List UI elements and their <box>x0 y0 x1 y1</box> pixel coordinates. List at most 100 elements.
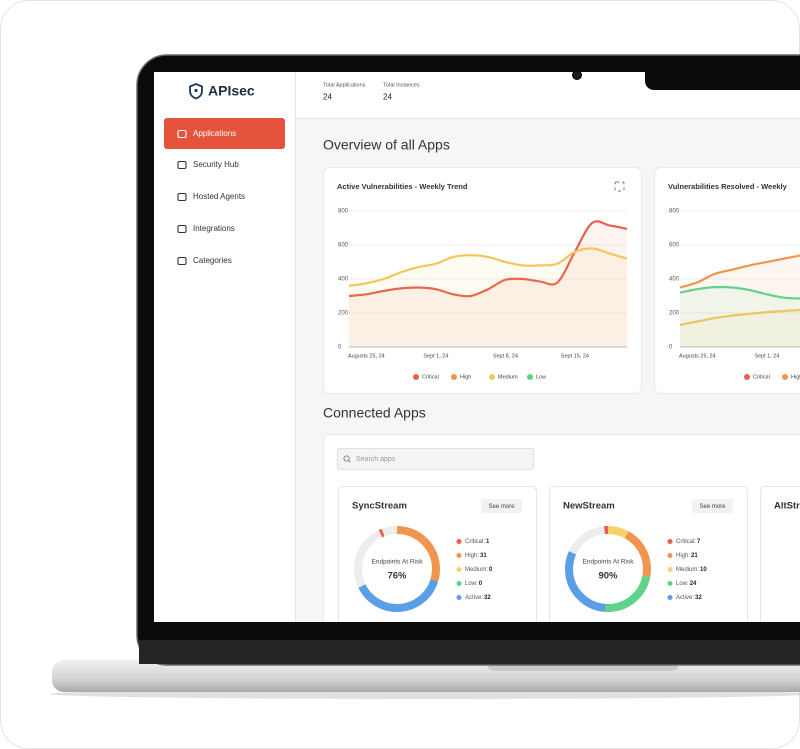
breakdown-swatch <box>456 553 462 558</box>
line <box>679 285 800 300</box>
search-box[interactable] <box>337 448 534 470</box>
donut-segment <box>354 526 440 612</box>
donut-segment <box>354 526 440 612</box>
area-fill <box>680 255 800 347</box>
y-tick-label: 600 <box>669 243 680 249</box>
breakdown-value: 0 <box>479 581 483 587</box>
y-tick-label: 400 <box>338 277 349 283</box>
notch <box>645 62 800 90</box>
breakdown-label: Medium: <box>465 567 488 573</box>
legend-swatch <box>451 374 457 380</box>
app-name: AltStream <box>774 501 800 512</box>
x-tick-label: Sept 15, 24 <box>561 353 589 359</box>
nav-active-bg[interactable] <box>164 118 285 149</box>
nav-icon <box>177 256 187 266</box>
breakdown-swatch <box>456 567 462 572</box>
x-tick-label: Sept 8, 24 <box>493 353 518 359</box>
breakdown-swatch <box>456 539 462 544</box>
breakdown-label: Low: <box>465 581 478 587</box>
app-card <box>549 486 748 622</box>
search-icon-handle <box>348 460 351 463</box>
legend-label: Low <box>536 374 546 380</box>
stat-value: 24 <box>323 93 332 102</box>
screen: APIsec Applications Security Hub Hosted Age… <box>154 72 800 622</box>
y-tick-label: 400 <box>669 277 680 283</box>
see-more-label[interactable]: See more <box>699 504 726 510</box>
breakdown-value: 1 <box>486 539 490 545</box>
y-tick-label: 600 <box>338 243 349 249</box>
breakdown-value: 24 <box>690 581 697 587</box>
section-title: Overview of all Apps <box>323 137 450 153</box>
breakdown-value: 10 <box>700 567 707 573</box>
nav-item[interactable]: Integrations <box>193 224 235 233</box>
breakdown-label: High: <box>465 553 479 559</box>
breakdown-value: 31 <box>480 553 487 559</box>
legend-label: High <box>460 374 471 380</box>
breakdown-value: 7 <box>697 539 701 545</box>
donut-label: Endpoints At Risk <box>372 559 424 566</box>
y-tick-label: 800 <box>669 209 680 215</box>
app-name: SyncStream <box>352 501 407 512</box>
breakdown-label: Active: <box>676 595 694 601</box>
chart-title: Active Vulnerabilities - Weekly Trend <box>337 182 468 191</box>
see-more-button[interactable] <box>692 499 733 513</box>
nav-icon <box>177 192 187 202</box>
nav-icon <box>177 160 187 170</box>
breakdown-label: High: <box>676 553 690 559</box>
app-card <box>760 486 800 622</box>
line <box>679 254 800 289</box>
breakdown-value: 0 <box>489 567 493 573</box>
breakdown-label: Critical: <box>676 539 696 545</box>
legend-label: Medium <box>498 374 518 380</box>
nav-item[interactable]: Security Hub <box>193 160 239 169</box>
nav-icon <box>177 129 187 139</box>
expand-icon[interactable] <box>614 181 625 192</box>
legend-swatch <box>744 374 750 380</box>
nav-icon <box>177 224 187 234</box>
x-tick-label: Augusts 25, 24 <box>679 353 716 359</box>
legend-swatch <box>527 374 533 380</box>
bezel-chin <box>139 640 800 664</box>
line <box>679 308 800 326</box>
donut-segment <box>565 526 651 612</box>
breakdown-label: Active: <box>465 595 483 601</box>
breakdown-label: Medium: <box>676 567 699 573</box>
donut-label: Endpoints At Risk <box>583 559 635 566</box>
y-tick-label: 200 <box>669 311 680 317</box>
breakdown-swatch <box>667 553 673 558</box>
see-more-button[interactable] <box>481 499 522 513</box>
x-tick-label: Augusts 25, 24 <box>348 353 385 359</box>
breakdown-value: 32 <box>484 595 491 601</box>
chart-card <box>323 167 642 394</box>
section-title: Connected Apps <box>323 405 426 421</box>
legend-swatch <box>489 374 495 380</box>
breakdown-label: Low: <box>676 581 689 587</box>
breakdown-value: 32 <box>695 595 702 601</box>
area-fill <box>349 248 627 347</box>
breakdown-swatch <box>456 581 462 586</box>
nav-item[interactable]: Categories <box>193 256 232 265</box>
breakdown-swatch <box>667 581 673 586</box>
legend-swatch <box>782 374 788 380</box>
nav-item[interactable]: Applications <box>193 129 236 138</box>
breakdown-swatch <box>456 595 462 600</box>
donut-segment <box>565 526 651 612</box>
breakdown-swatch <box>667 539 673 544</box>
y-tick-label: 800 <box>338 209 349 215</box>
logo: APIsec <box>208 83 255 99</box>
app-name: NewStream <box>563 501 615 512</box>
x-tick-label: Sept 1, 24 <box>754 353 779 359</box>
nav-item[interactable]: Hosted Agents <box>193 192 245 201</box>
y-tick-label: 200 <box>338 311 349 317</box>
legend-label: Critical <box>422 374 439 380</box>
area-fill <box>349 221 627 347</box>
breakdown-swatch <box>667 595 673 600</box>
stat-label: Total Applications <box>323 82 366 88</box>
legend-label: High <box>791 374 800 380</box>
search-placeholder: Search apps <box>356 456 396 463</box>
see-more-label[interactable]: See more <box>488 504 515 510</box>
breakdown-swatch <box>667 567 673 572</box>
area-fill <box>680 287 800 347</box>
line <box>348 220 628 298</box>
